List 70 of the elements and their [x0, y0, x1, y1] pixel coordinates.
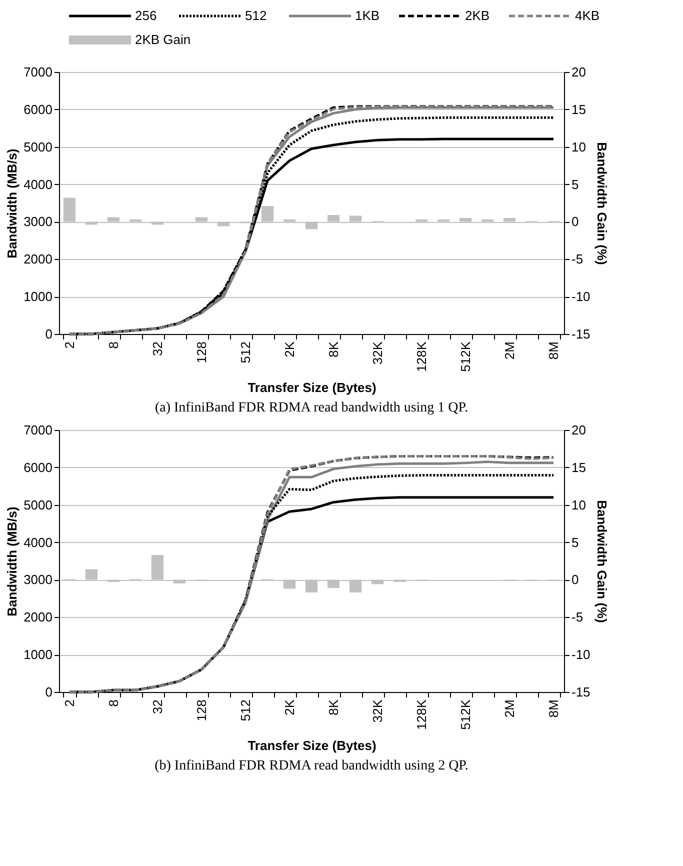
x-tick-label: 512 [238, 700, 253, 722]
y-tick-label: 5000 [24, 497, 52, 512]
y2-tick-label: -5 [572, 252, 584, 267]
y-tick-label: 4000 [24, 176, 52, 192]
y2-tick-label: 20 [572, 64, 586, 80]
x-tick-label: 8 [106, 342, 121, 349]
legend-label: 256 [135, 8, 157, 23]
y-tick-label: 2000 [24, 252, 52, 267]
legend-label: 1KB [355, 8, 380, 23]
y2-tick-label: 10 [572, 497, 586, 512]
x-axis-title: Transfer Size (Bytes) [248, 380, 376, 395]
x-tick-label: 128K [414, 699, 430, 730]
x-tick-label: 8M [546, 700, 562, 718]
y-tick-label: 1000 [24, 647, 52, 662]
y2-tick-label: 10 [572, 139, 586, 154]
x-tick-label: 2 [62, 700, 77, 707]
x-tick-label: 8K [326, 699, 342, 716]
y2-axis-title: Bandwidth Gain (%) [594, 500, 610, 623]
x-tick-label: 32 [150, 700, 165, 714]
y2-tick-label: 20 [572, 422, 586, 438]
y-tick-label: 4000 [24, 534, 52, 550]
y2-tick-label: -15 [572, 326, 590, 342]
y2-tick-label: 15 [572, 460, 586, 475]
y-tick-label: 6000 [24, 460, 52, 475]
x-tick-label: 8 [106, 700, 121, 707]
legend-label: 2KB [465, 8, 490, 23]
x-tick-label: 2 [62, 342, 77, 349]
y-tick-label: 5000 [24, 139, 52, 154]
y-tick-label: 3000 [24, 572, 52, 588]
y-tick-label: 6000 [24, 102, 52, 117]
y-tick-label: 7000 [24, 422, 52, 438]
y2-tick-label: 0 [572, 214, 579, 230]
x-tick-label: 128K [414, 341, 430, 372]
x-tick-label: 2K [282, 341, 297, 358]
y-axis-title: Bandwidth (MB/s) [4, 506, 20, 616]
x-tick-label: 32 [150, 342, 165, 356]
y-tick-label: 1000 [24, 289, 52, 304]
x-tick-label: 2M [502, 342, 518, 360]
y2-tick-label: 0 [572, 572, 579, 588]
y-tick-label: 0 [45, 684, 52, 700]
legend-label: 2KB Gain [135, 32, 191, 47]
x-tick-label: 8K [326, 341, 342, 358]
y-tick-label: 2000 [24, 610, 52, 625]
y-tick-label: 3000 [24, 214, 52, 230]
x-tick-label: 512K [458, 699, 474, 730]
y2-tick-label: -10 [572, 647, 590, 662]
y-axis-title: Bandwidth (MB/s) [4, 148, 20, 258]
y2-tick-label: 5 [572, 176, 579, 192]
y-tick-label: 7000 [24, 64, 52, 80]
x-tick-label: 2K [282, 699, 297, 716]
x-tick-label: 128 [194, 342, 209, 364]
y2-tick-label: -10 [572, 289, 590, 304]
x-tick-label: 512 [238, 342, 253, 364]
y2-tick-label: 15 [572, 102, 586, 117]
x-tick-label: 32K [370, 699, 386, 723]
text: (a) InfiniBand FDR RDMA read bandwidth using 1 QP. [154, 400, 468, 416]
x-axis-title: Transfer Size (Bytes) [248, 738, 376, 753]
x-tick-label: 512K [458, 341, 474, 372]
y2-tick-label: -5 [572, 610, 584, 625]
y2-tick-label: -15 [572, 684, 590, 700]
x-tick-label: 32K [370, 341, 386, 365]
y2-axis-title: Bandwidth Gain (%) [594, 142, 610, 265]
text: (b) InfiniBand FDR RDMA read bandwidth using 2 QP. [154, 758, 468, 774]
y-tick-label: 0 [45, 326, 52, 342]
x-tick-label: 128 [194, 700, 209, 722]
legend-label: 4KB [575, 8, 600, 23]
y2-tick-label: 5 [572, 534, 579, 550]
legend-label: 512 [245, 8, 267, 23]
x-tick-label: 8M [546, 342, 562, 360]
x-tick-label: 2M [502, 700, 518, 718]
